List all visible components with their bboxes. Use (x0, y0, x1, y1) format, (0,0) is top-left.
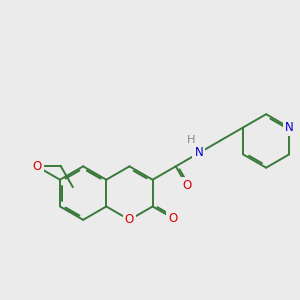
Text: O: O (169, 212, 178, 225)
Text: N: N (195, 146, 203, 160)
Text: O: O (125, 213, 134, 226)
Text: O: O (32, 160, 41, 173)
Text: N: N (285, 121, 294, 134)
Text: O: O (182, 179, 192, 192)
Text: H: H (187, 135, 196, 145)
